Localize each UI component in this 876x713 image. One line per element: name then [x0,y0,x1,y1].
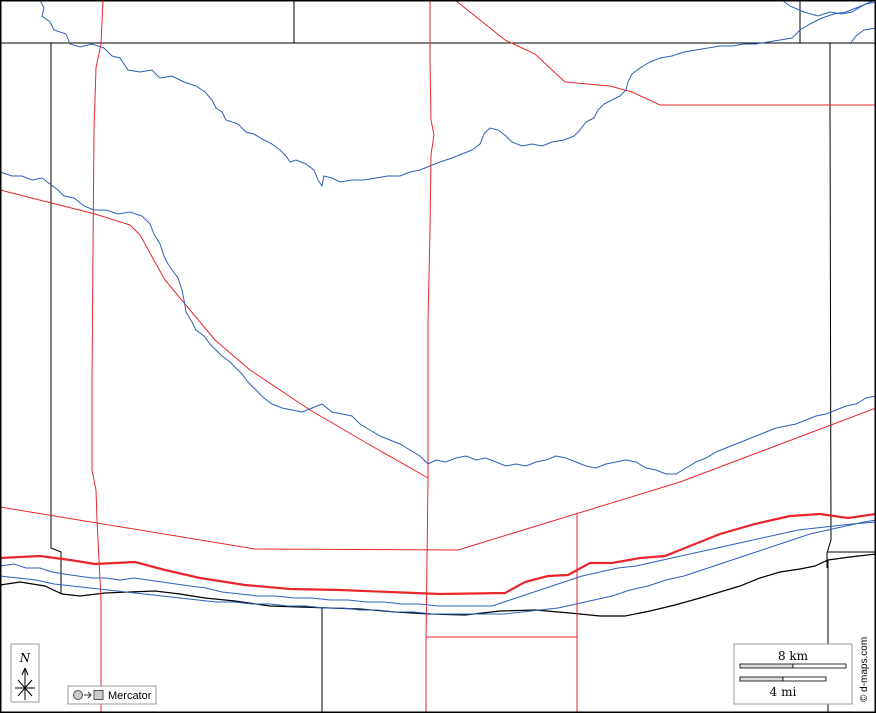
river-south-upper [0,521,876,607]
road-northeast-diagonal [454,0,876,106]
compass-icon [15,667,35,700]
scale-mi-label: 4 mi [770,685,797,699]
north-label: N [19,651,31,665]
road-west-diagonal [0,189,429,479]
county-line-east [826,43,832,568]
projection-label: Mercator [108,690,152,702]
credit-text: © d-maps.com [859,637,870,702]
scale-km-label: 8 km [778,649,809,663]
globe-icon [73,690,83,700]
state-boundary [0,553,876,617]
projection-legend: Mercator [67,685,157,705]
road-north-south-center [425,0,435,713]
arrow-right-icon [84,691,92,699]
river-north [39,0,876,188]
scale-mi-bar-left [739,676,784,682]
river-north-east-branch [781,0,876,17]
flat-map-icon [93,690,104,700]
road-highway-main [0,512,876,596]
north-arrow: N [10,643,40,703]
scale-box [733,643,853,705]
scale-km-bar-left [739,663,794,669]
scale-km-bar-right [792,663,847,669]
road-lower-crossing [0,407,876,551]
river-south-lower [0,519,876,615]
river-east-short [849,27,876,45]
road-north-south-west [91,0,104,713]
scale-mi-bar-right [782,676,827,682]
rivers [0,0,876,615]
county-line-west [50,43,62,593]
projection-box [67,685,157,705]
river-middle [0,171,876,475]
scale-bar: 8 km 4 mi [733,643,853,705]
